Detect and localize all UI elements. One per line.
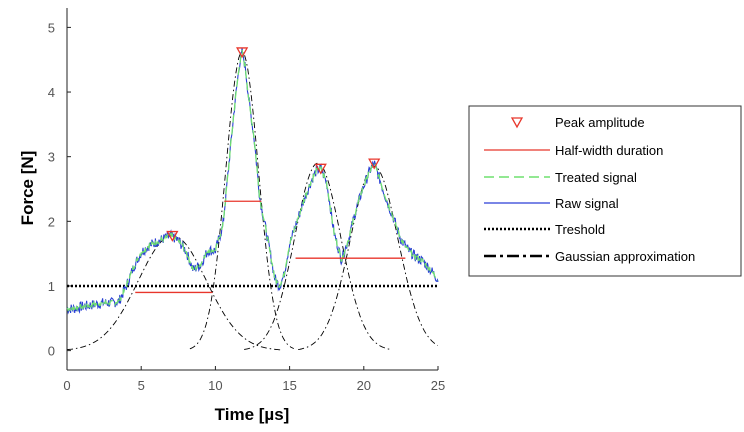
gaussian-curve-2 [244,162,392,350]
legend-entry-peak-amplitude: Peak amplitude [510,115,645,130]
y-tick-label-4: 4 [48,85,55,100]
y-tick-label-1: 1 [48,279,55,294]
y-ticks: 0 1 2 3 4 5 [48,20,71,359]
legend-box [468,105,742,277]
peak-marker-3 [368,158,381,170]
raw-signal-line [66,47,439,315]
legend-label-half-width: Half-width duration [555,143,663,158]
legend-marker-peak [510,117,524,129]
y-tick-label-3: 3 [48,150,55,165]
peak-marker-1 [236,47,249,59]
legend-entry-threshold: Treshold [484,222,605,237]
peak-marker-2 [314,163,327,175]
y-axis-title: Force [N] [18,151,37,226]
legend-entry-gaussian: Gaussian approximation [484,249,695,264]
x-tick-label-0: 0 [63,378,70,393]
legend-label-threshold: Treshold [555,222,605,237]
y-tick-label-2: 2 [48,214,55,229]
legend-label-treated: Treated signal [555,170,637,185]
legend-label-peak: Peak amplitude [555,115,645,130]
x-tick-label-4: 20 [357,378,371,393]
y-tick-label-0: 0 [48,344,55,359]
x-tick-label-5: 25 [431,378,445,393]
x-axis-title: Time [µs] [215,405,290,424]
legend: Peak amplitude Half-width duration Treat… [468,105,742,277]
axes: 0 1 2 3 4 5 0 5 10 15 20 25 [48,8,445,393]
y-tick-label-5: 5 [48,20,55,35]
treated-signal-line [66,49,439,312]
x-ticks: 0 5 10 15 20 25 [63,366,445,393]
legend-entry-treated: Treated signal [484,170,637,185]
legend-label-raw: Raw signal [555,196,619,211]
gaussian-curve-3 [298,165,438,350]
gaussian-curve-1 [189,51,294,350]
plot-area [66,47,439,351]
x-tick-label-2: 10 [208,378,222,393]
peak-marker-0 [166,230,179,242]
legend-entry-half-width: Half-width duration [484,143,663,158]
x-tick-label-1: 5 [138,378,145,393]
legend-entry-raw: Raw signal [484,196,619,211]
x-tick-label-3: 15 [282,378,296,393]
legend-label-gaussian: Gaussian approximation [555,249,695,264]
